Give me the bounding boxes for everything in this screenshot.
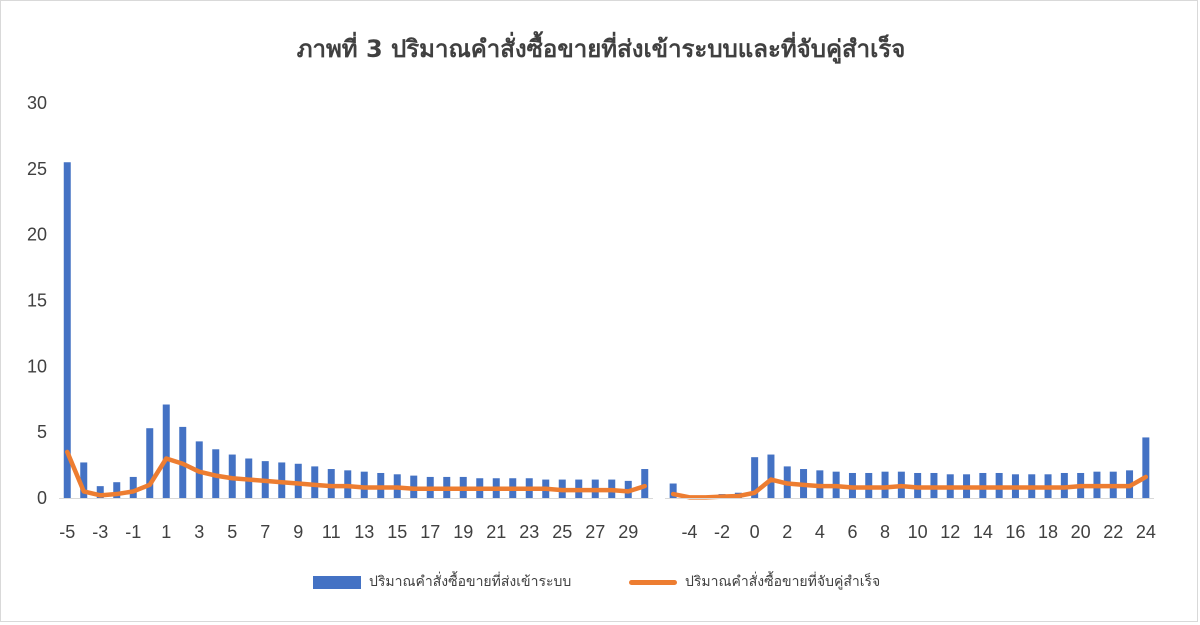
line-orders-matched: [65, 449, 647, 498]
x-tick-label: 7: [260, 522, 270, 542]
bar-orders-submitted: [80, 462, 88, 498]
legend-label-orders-submitted: ปริมาณคำสั่งซื้อขายที่ส่งเข้าระบบ: [369, 574, 572, 590]
x-tick-label: -3: [92, 522, 108, 542]
x-tick-label: 17: [420, 522, 440, 542]
x-tick-label: 8: [880, 522, 890, 542]
y-tick-label: 5: [37, 422, 47, 442]
x-tick-label: 15: [387, 522, 407, 542]
x-tick-label: -5: [59, 522, 75, 542]
bar-orders-submitted: [146, 428, 154, 498]
legend-label-orders-matched: ปริมาณคำสั่งซื้อขายที่จับคู่สำเร็จ: [685, 574, 881, 590]
legend-item-orders-submitted: ปริมาณคำสั่งซื้อขายที่ส่งเข้าระบบ: [313, 571, 571, 593]
bar-orders-submitted: [327, 469, 335, 498]
x-tick-label: 11: [322, 522, 341, 542]
x-tick-label: 1: [161, 522, 171, 542]
x-tick-label: 14: [973, 522, 993, 542]
y-tick-label: 0: [37, 488, 47, 508]
x-tick-label: -2: [714, 522, 730, 542]
y-tick-label: 10: [27, 356, 47, 376]
x-tick-label: 23: [519, 522, 539, 542]
line-orders-matched: [670, 474, 1149, 500]
legend-item-orders-matched: ปริมาณคำสั่งซื้อขายที่จับคู่สำเร็จ: [629, 571, 880, 593]
bar-orders-submitted: [881, 471, 889, 498]
x-tick-label: 24: [1136, 522, 1156, 542]
x-tick-label: 10: [908, 522, 928, 542]
bar-orders-submitted: [669, 483, 677, 498]
y-tick-label: 15: [27, 291, 47, 311]
x-tick-label: 25: [552, 522, 572, 542]
y-tick-label: 25: [27, 159, 47, 179]
bar-orders-submitted: [162, 404, 170, 498]
y-tick-label: 20: [27, 225, 47, 245]
chart-title: ภาพที่ 3 ปริมาณคำสั่งซื้อขายที่ส่งเข้าระ…: [296, 35, 906, 63]
bar-orders-submitted: [113, 482, 121, 498]
x-tick-label: 20: [1071, 522, 1091, 542]
bar-orders-submitted: [767, 454, 775, 498]
x-tick-label: 2: [782, 522, 792, 542]
bar-orders-submitted: [360, 471, 368, 498]
x-tick-label: 18: [1038, 522, 1058, 542]
bar-orders-submitted: [63, 162, 71, 498]
x-tick-label: 27: [585, 522, 605, 542]
legend-swatch-bar: [313, 575, 361, 589]
y-tick-label: 30: [27, 93, 47, 113]
bar-orders-submitted: [294, 463, 302, 498]
x-tick-label: -4: [681, 522, 697, 542]
bar-orders-submitted: [96, 486, 104, 498]
x-tick-label: 29: [618, 522, 638, 542]
bar-orders-submitted: [751, 457, 759, 498]
x-tick-label: 16: [1005, 522, 1025, 542]
bar-orders-submitted: [311, 466, 319, 498]
x-tick-label: 4: [815, 522, 825, 542]
x-tick-label: 12: [940, 522, 960, 542]
x-tick-label: 13: [354, 522, 374, 542]
bar-orders-submitted: [641, 469, 649, 498]
x-tick-label: 19: [453, 522, 473, 542]
bar-orders-submitted: [1142, 437, 1150, 498]
x-tick-label: 6: [847, 522, 857, 542]
x-tick-label: 22: [1103, 522, 1123, 542]
x-tick-label: 3: [194, 522, 204, 542]
x-tick-label: 0: [750, 522, 760, 542]
x-tick-label: -1: [125, 522, 141, 542]
x-tick-label: 5: [227, 522, 237, 542]
legend-swatch-line: [629, 579, 677, 585]
x-tick-label: 21: [486, 522, 506, 542]
x-tick-label: 9: [293, 522, 303, 542]
bar-orders-submitted: [129, 476, 137, 498]
